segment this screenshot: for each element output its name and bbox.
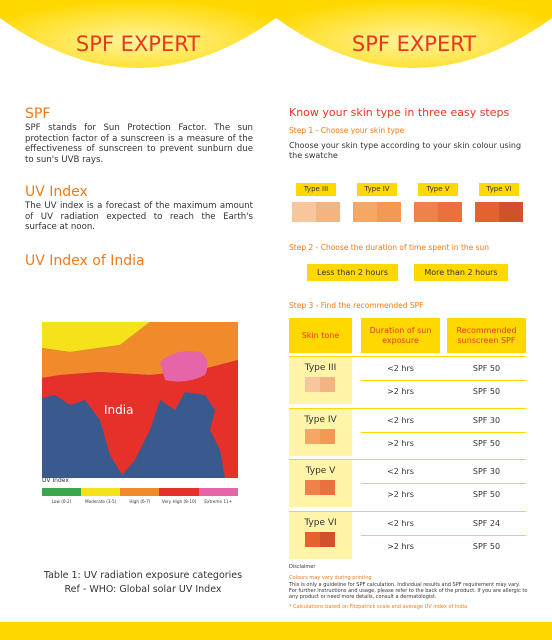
- header-title: SPF EXPERT: [75, 32, 201, 56]
- legend-label: High (6-7): [129, 499, 151, 504]
- duration-button[interactable]: More than 2 hours: [414, 264, 508, 281]
- duration: >2 hrs: [387, 438, 414, 448]
- row-rule: [289, 356, 526, 357]
- swatch: [320, 480, 335, 495]
- duration: >2 hrs: [387, 541, 414, 551]
- type-button[interactable]: Type V: [418, 183, 458, 196]
- table-header: Duration of sun exposure: [361, 318, 440, 353]
- swatch: [353, 202, 377, 222]
- disclaimer-footnote: * Calculations based on Fitzpatrick scal…: [289, 604, 468, 610]
- duration: <2 hrs: [387, 364, 414, 373]
- legend-label: Extreme 11+: [204, 499, 233, 504]
- spf: SPF 30: [472, 467, 501, 476]
- section-text: The UV index is a forecast of the maximu…: [25, 201, 253, 233]
- section-text: SPF stands for Sun Protection Factor. Th…: [25, 123, 253, 166]
- swatch: [438, 202, 462, 222]
- row-divider: [361, 534, 526, 536]
- duration: >2 hrs: [387, 490, 414, 499]
- swatch: [305, 480, 320, 495]
- row-rule: [289, 459, 526, 460]
- swatch: [305, 428, 320, 444]
- uv-legend-bar: [42, 488, 238, 496]
- spf: SPF 50: [472, 541, 501, 551]
- legend-label: Low (0-2): [51, 499, 72, 504]
- step-heading: Step 2 - Choose the duration of time spe…: [289, 243, 490, 252]
- spf: SPF 50: [472, 438, 501, 448]
- disclaimer-title: Disclaimer: [289, 564, 316, 570]
- spf: SPF 50: [472, 490, 501, 499]
- row-type: Type IV: [304, 414, 337, 425]
- swatch: [316, 202, 340, 222]
- legend-label: Very High (8-10): [161, 499, 197, 504]
- spf: SPF 50: [472, 387, 501, 396]
- steps-title: Know your skin type in three easy steps: [289, 106, 510, 119]
- spf: SPF 50: [472, 364, 501, 373]
- header-banner: [276, 0, 552, 68]
- row-divider: [361, 380, 526, 381]
- row-type: Type III: [304, 363, 337, 373]
- india-map: [42, 322, 238, 478]
- step-heading: Step 3 - Find the recommended SPF: [289, 301, 424, 310]
- row-divider: [361, 431, 526, 433]
- caption: Table 1: UV radiation exposure categorie…: [43, 570, 243, 581]
- legend-label: Moderate (3-5): [85, 499, 117, 504]
- swatch: [475, 202, 499, 222]
- section-heading: UV Index: [25, 184, 88, 200]
- duration: <2 hrs: [387, 467, 414, 476]
- swatch: [499, 202, 523, 222]
- step-heading: Step 1 - Choose your skin type: [289, 126, 405, 135]
- swatch: [320, 531, 335, 547]
- table-header: Recommended sunscreen SPF: [447, 318, 526, 353]
- duration: <2 hrs: [387, 415, 414, 425]
- type-button[interactable]: Type VI: [479, 183, 519, 196]
- row-rule: [289, 407, 526, 409]
- row-rule: [289, 510, 526, 512]
- table-header: Skin tone: [289, 318, 352, 353]
- type-button[interactable]: Type III: [296, 183, 336, 196]
- section-heading: SPF: [25, 106, 51, 122]
- step-text: Choose your skin type according to your …: [289, 141, 522, 160]
- swatch: [292, 202, 316, 222]
- duration: <2 hrs: [387, 518, 414, 528]
- disclaimer-note: Colours may vary during printing: [289, 575, 372, 581]
- swatch: [377, 202, 401, 222]
- swatch: [414, 202, 438, 222]
- section-heading: UV Index of India: [25, 253, 145, 269]
- disclaimer-text: This is only a guideline for SPF calcula…: [289, 582, 528, 600]
- type-button[interactable]: Type IV: [357, 183, 397, 196]
- duration: >2 hrs: [387, 387, 414, 396]
- duration-button[interactable]: Less than 2 hours: [307, 264, 398, 281]
- row-divider: [361, 483, 526, 484]
- swatch: [305, 531, 320, 547]
- spf: SPF 24: [472, 518, 501, 528]
- legend-title: UV Index: [42, 477, 69, 484]
- swatch: [320, 428, 335, 444]
- swatch: [320, 377, 335, 392]
- caption: Ref - WHO: Global solar UV Index: [64, 584, 222, 595]
- row-type: Type V: [305, 466, 336, 476]
- spf: SPF 30: [472, 415, 501, 425]
- header-title: SPF EXPERT: [351, 32, 477, 56]
- map-label: India: [104, 403, 134, 417]
- header-banner: [0, 0, 276, 68]
- footer-strip: [0, 622, 552, 640]
- row-type: Type VI: [304, 517, 337, 528]
- swatch: [305, 377, 320, 392]
